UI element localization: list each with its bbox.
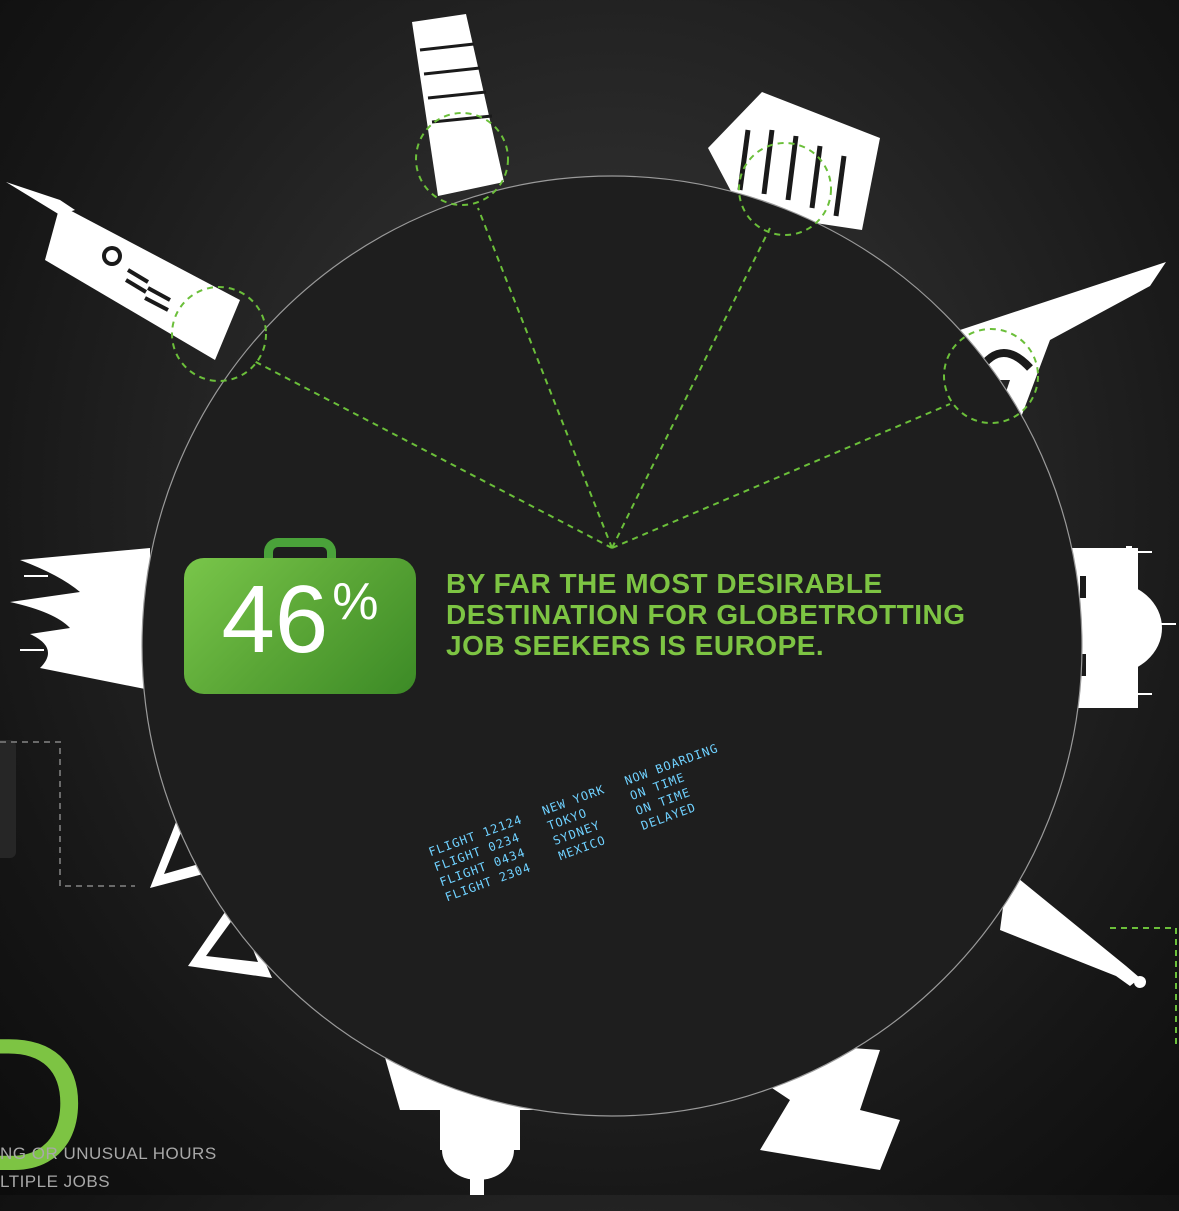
stat-number: 46 [221, 566, 329, 673]
left-dashed-box [0, 740, 135, 887]
footer-line: NG OR UNUSUAL HOURS [0, 1144, 217, 1163]
colosseum-icon [708, 92, 880, 230]
globe [141, 175, 1083, 1117]
highlight-circle-colosseum [738, 142, 832, 236]
right-dashed-box [1110, 927, 1177, 1044]
sydney-opera-house-icon [10, 548, 150, 690]
leaning-tower-pisa-icon [412, 14, 504, 196]
statue-of-liberty-icon [1000, 870, 1146, 988]
suitcase-stat-badge: 46 % [184, 558, 416, 694]
highlight-circle-big-ben [171, 286, 267, 382]
headline-line: BY FAR THE MOST DESIRABLE [446, 568, 883, 599]
suitcase-handle [264, 538, 336, 564]
headline-line: DESTINATION FOR GLOBETROTTING [446, 599, 966, 630]
highlight-circle-eiffel [943, 328, 1039, 424]
big-letter: D [0, 999, 88, 1211]
highlight-circle-pisa [415, 112, 509, 206]
headline: BY FAR THE MOST DESIRABLE DESTINATION FO… [446, 568, 1026, 661]
connector-lines [251, 207, 951, 549]
footer-line: LTIPLE JOBS [0, 1172, 111, 1191]
landmark-highlight-circles [171, 112, 1039, 424]
footer-text: NG OR UNUSUAL HOURS LTIPLE JOBS [0, 1140, 217, 1196]
headline-line: JOB SEEKERS IS EUROPE. [446, 630, 825, 661]
stat-percent-sign: % [332, 573, 379, 631]
big-ben-icon [6, 182, 240, 360]
